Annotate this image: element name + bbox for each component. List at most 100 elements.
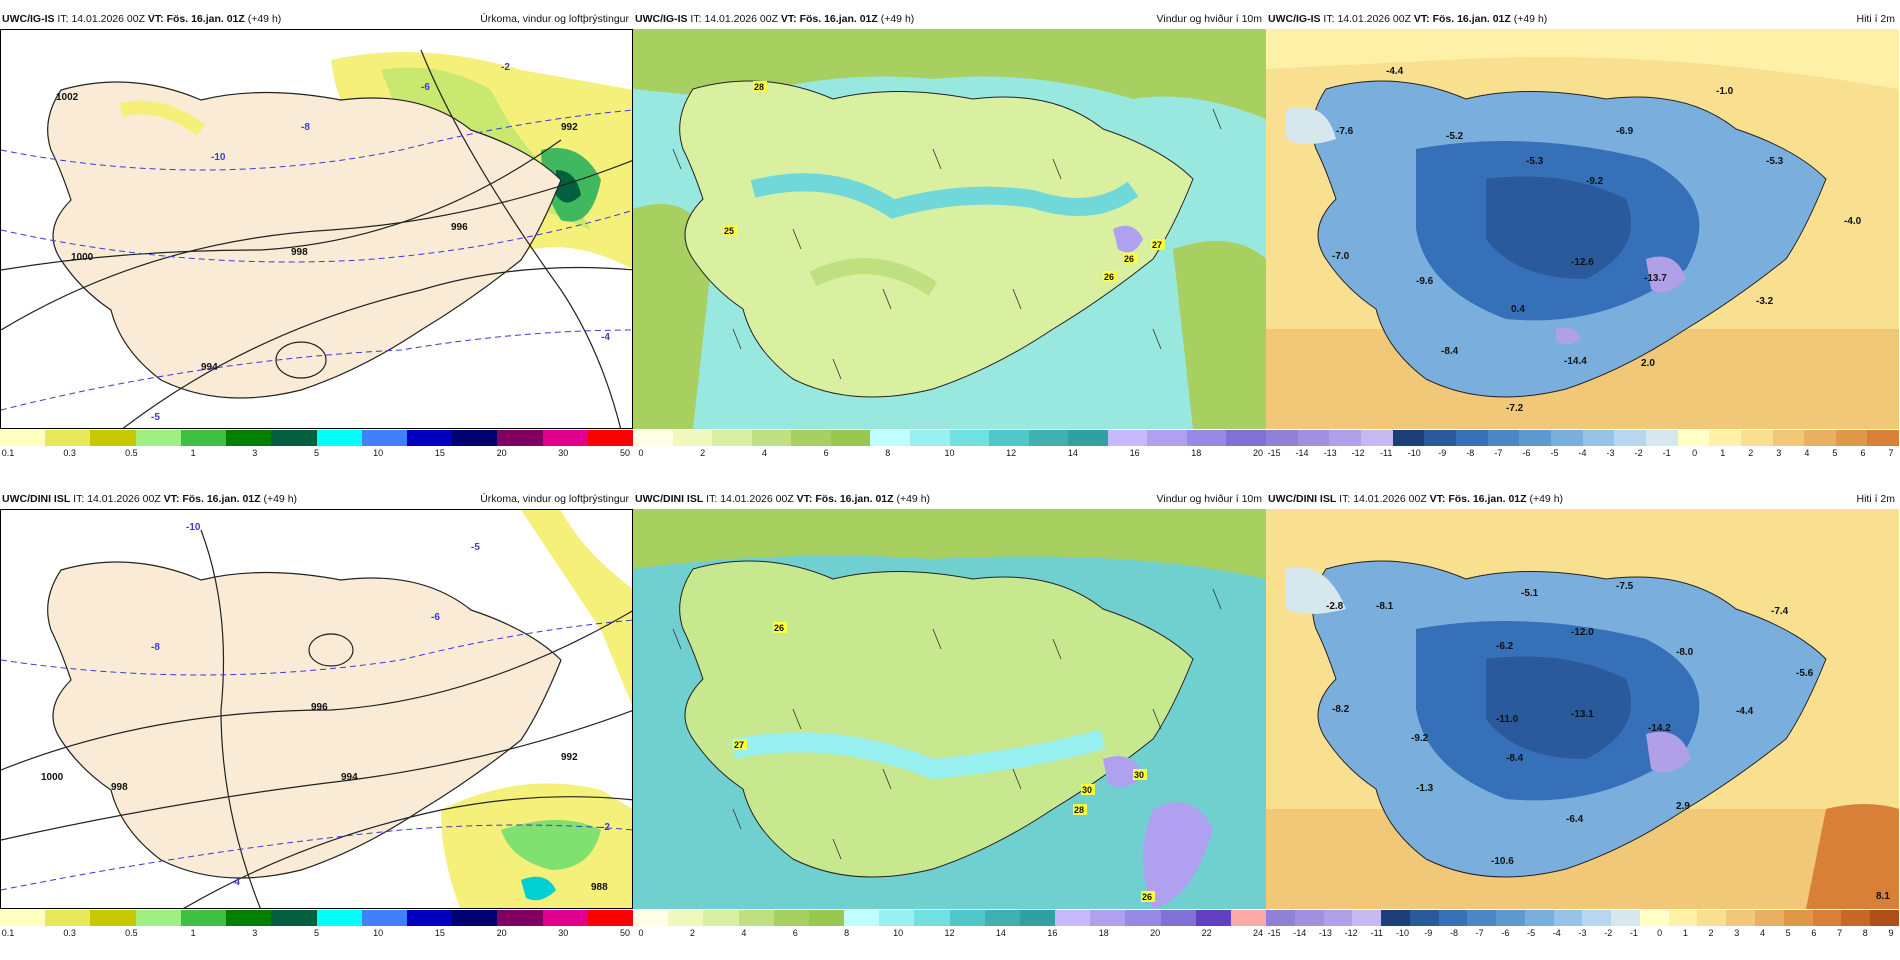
colorbar-tick-label: -9 (1424, 928, 1433, 938)
colorbar-tick-label: 4 (1759, 928, 1765, 938)
precip-colorbar (0, 430, 634, 446)
colorbar-swatch (1360, 430, 1393, 446)
colorbar-swatch (1697, 910, 1727, 926)
temp-contour-label: -2 (501, 62, 510, 73)
temp-label: -7.5 (1616, 581, 1634, 592)
colorbar-tick-label: -8 (1449, 928, 1458, 938)
colorbar-tick-label: 0.5 (125, 928, 138, 938)
temp-label: 2.9 (1676, 801, 1690, 812)
init-label: IT: (1339, 493, 1351, 505)
temp-label: 0.4 (1511, 304, 1525, 315)
colorbar-tick-label: 20 (1150, 928, 1161, 938)
colorbar-tick-label: 0 (1657, 928, 1663, 938)
colorbar-tick-label: 2 (700, 448, 706, 458)
colorbar-tick-label: -10 (1396, 928, 1410, 938)
colorbar-tick-label: 2 (1748, 448, 1754, 458)
colorbar-tick-label: 3 (1734, 928, 1740, 938)
colorbar-tick-label: 15 (434, 448, 445, 458)
colorbar-swatch (1068, 430, 1108, 446)
valid-time: Fös. 16.jan. 01Z (815, 493, 894, 505)
colorbar-swatch (949, 910, 985, 926)
colorbar-swatch (271, 430, 317, 446)
model-name: UWC/IG-IS (2, 13, 55, 25)
colorbar-swatch (135, 910, 181, 926)
colorbar-tick-label: 0.1 (1, 928, 15, 938)
panel-ig-precip: UWC/IG-IS IT: 14.01.2026 00Z VT: Fös. 16… (0, 10, 634, 480)
colorbar-swatch (1266, 430, 1298, 446)
temp-contour-label: -4 (601, 332, 610, 343)
colorbar-tick-label: 5 (313, 448, 320, 458)
colorbar-swatch (1226, 430, 1266, 446)
colorbar-swatch (712, 430, 752, 446)
colorbar-tick-label: 1 (190, 928, 196, 938)
gust-label: 26 (1142, 892, 1152, 902)
wind-colorbar-ticks: 0 2 4 6 8 10 12 14 16 18 20 22 24 (633, 928, 1266, 940)
colorbar-swatch (135, 430, 181, 446)
temp-label: -7.0 (1332, 251, 1350, 262)
colorbar-tick-label: 18 (1098, 928, 1109, 938)
temp-colorbar-ticks: -15 -14 -13 -12 -11 -10 -9 -8 -7 -6 -5 -4 -3 -2 -1 0 1 2 3… (1266, 448, 1899, 460)
colorbar-tick-label: 16 (1129, 448, 1140, 458)
colorbar-tick-label: 6 (1811, 928, 1817, 938)
temp-label: 2.0 (1641, 358, 1655, 369)
colorbar-tick-label: 20 (1252, 448, 1264, 458)
model-name: UWC/DINI ISL (635, 493, 704, 505)
isobar-label: 998 (111, 782, 128, 793)
colorbar-swatch (1783, 910, 1813, 926)
colorbar-tick-label: -3 (1578, 928, 1587, 938)
colorbar-swatch (1867, 430, 1900, 446)
temp-contour-label: -6 (431, 612, 440, 623)
isobar-label: 994 (341, 772, 358, 783)
isobar-label: 992 (561, 122, 578, 133)
wind-colorbar (633, 430, 1266, 446)
colorbar-swatch (1755, 910, 1784, 926)
valid-label: VT: (1429, 493, 1446, 505)
panel-dini-wind: UWC/DINI ISL IT: 14.01.2026 00Z VT: Fös.… (633, 490, 1267, 960)
temp-contour-label: -2 (601, 822, 610, 833)
colorbar-swatch (844, 910, 880, 926)
temp-label: -3.2 (1756, 296, 1774, 307)
temp-label: -6.4 (1566, 814, 1584, 825)
colorbar-tick-label: 18 (1191, 448, 1202, 458)
colorbar-swatch (361, 430, 407, 446)
colorbar-swatch (1709, 430, 1741, 446)
colorbar-swatch (1055, 910, 1091, 926)
temp-contour-label: -10 (186, 522, 201, 533)
temp-label: -11.0 (1496, 714, 1519, 725)
isobar-label: 998 (291, 247, 308, 258)
colorbar-tick-label: 0.5 (125, 448, 138, 458)
colorbar-swatch (1186, 430, 1227, 446)
colorbar-tick-label: 6 (1860, 448, 1866, 458)
colorbar-tick-label: 10 (373, 448, 384, 458)
colorbar-tick-label: 3 (1776, 448, 1782, 458)
valid-time: Fös. 16.jan. 01Z (1432, 13, 1511, 25)
colorbar-tick-label: 14 (1067, 448, 1078, 458)
temp-label: -12.0 (1571, 627, 1594, 638)
gust-label: 25 (724, 226, 734, 236)
temp-label: -5.2 (1446, 131, 1464, 142)
temp-label: -14.2 (1648, 723, 1671, 734)
colorbar-swatch (1107, 430, 1148, 446)
panel-dini-temp: UWC/DINI ISL IT: 14.01.2026 00Z VT: Fös.… (1266, 490, 1899, 960)
colorbar-swatch (1487, 430, 1520, 446)
colorbar-swatch (879, 910, 915, 926)
colorbar-tick-label: 7 (1837, 928, 1843, 938)
temp-label: -10.6 (1491, 856, 1514, 867)
colorbar-swatch (751, 430, 792, 446)
colorbar-swatch (1019, 910, 1056, 926)
lead-time: (+49 h) (880, 13, 915, 25)
lead-time: (+49 h) (1529, 493, 1564, 505)
temp-label: -7.2 (1506, 403, 1524, 414)
colorbar-swatch (1195, 910, 1231, 926)
panel-header: UWC/IG-IS IT: 14.01.2026 00Z VT: Fös. 16… (633, 10, 1266, 28)
temp-label: -6.2 (1496, 641, 1514, 652)
isobar-label: 992 (561, 752, 578, 763)
colorbar-swatch (1392, 430, 1425, 446)
isobar-label: 996 (311, 702, 328, 713)
colorbar-swatch (1870, 910, 1899, 926)
valid-time: Fös. 16.jan. 01Z (166, 13, 245, 25)
colorbar-swatch (45, 430, 91, 446)
colorbar-swatch (542, 430, 588, 446)
colorbar-tick-label: -14 (1293, 928, 1307, 938)
init-time: 14.01.2026 00Z (720, 493, 794, 505)
